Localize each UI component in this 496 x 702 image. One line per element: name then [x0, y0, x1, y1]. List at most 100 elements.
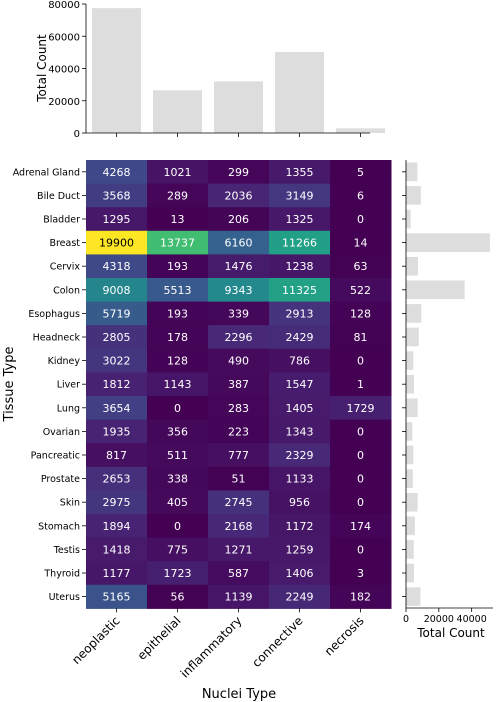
- heatmap-cell-value: 5165: [103, 591, 131, 604]
- heatmap-cell-value: 174: [350, 520, 371, 533]
- heatmap-cell-value: 13: [171, 213, 185, 226]
- heatmap-cell: [86, 160, 148, 185]
- heatmap-cell-value: 5719: [103, 307, 131, 320]
- right-bar: [406, 209, 411, 229]
- heatmap-cell: [86, 325, 148, 350]
- heatmap-cell-value: 2329: [286, 449, 314, 462]
- heatmap-cell-value: 0: [357, 355, 364, 368]
- heatmap-cell: [269, 325, 331, 350]
- heatmap-cell-value: 0: [357, 496, 364, 509]
- heatmap-cell-value: 206: [228, 213, 249, 226]
- heatmap-cell-value: 13737: [160, 237, 195, 250]
- heatmap-cell: [330, 490, 392, 515]
- heatmap-cell: [147, 207, 209, 232]
- right-bar: [406, 162, 418, 182]
- heatmap-cell-value: 2805: [103, 331, 131, 344]
- heatmap-cell: [330, 584, 392, 609]
- heatmap-cell: [86, 348, 148, 373]
- row-tick-label: Testis: [53, 545, 80, 556]
- top-bar: [336, 128, 385, 133]
- top-bar-chart: 0 20000 40000 60000 80000 Total Count: [35, 0, 385, 140]
- row-tick-label: Bile Duct: [37, 191, 80, 202]
- heatmap-cell-value: 5: [357, 166, 364, 179]
- heatmap-cell: [147, 372, 209, 397]
- heatmap-cell-value: 9343: [225, 284, 253, 297]
- heatmap-cell: [330, 561, 392, 586]
- heatmap-cell: [147, 514, 209, 539]
- heatmap-cell-value: 1812: [103, 378, 131, 391]
- heatmap-cell-value: 1177: [103, 567, 131, 580]
- heatmap-cell: [330, 254, 392, 279]
- right-bar: [406, 233, 490, 252]
- top-bar: [92, 8, 141, 133]
- heatmap-cell: [269, 514, 331, 539]
- heatmap-cell: [147, 325, 209, 350]
- heatmap-cell-value: 182: [350, 591, 371, 604]
- right-bar: [406, 563, 415, 583]
- heatmap-cell: [269, 301, 331, 326]
- right-bar: [406, 540, 414, 559]
- heatmap-cell: [86, 183, 148, 208]
- heatmap-cell: [147, 301, 209, 326]
- heatmap-x-axis-label: Nuclei Type: [202, 687, 276, 702]
- row-tick-label: Cervix: [50, 262, 81, 273]
- right-bar: [406, 445, 414, 465]
- heatmap-cell-value: 356: [167, 425, 188, 438]
- heatmap-cell-value: 1729: [347, 402, 375, 415]
- heatmap-cell-value: 587: [228, 567, 249, 580]
- heatmap-cell-value: 14: [354, 237, 368, 250]
- heatmap-cell-value: 2036: [225, 189, 253, 202]
- heatmap-cell: [147, 466, 209, 491]
- right-bar: [406, 587, 421, 606]
- heatmap-cell-value: 1271: [225, 543, 253, 556]
- heatmap-cell-value: 81: [354, 331, 368, 344]
- heatmap-cell: [147, 254, 209, 279]
- right-bar-chart: 0 20000 40000 Total Count: [402, 160, 493, 640]
- heatmap-cell: [86, 443, 148, 468]
- heatmap-cell: [208, 183, 270, 208]
- heatmap-cell-value: 223: [228, 425, 249, 438]
- heatmap-cell: [208, 230, 270, 255]
- heatmap-cell-value: 511: [167, 449, 188, 462]
- col-tick-label: neoplastic: [69, 614, 122, 667]
- heatmap-cell-value: 522: [350, 284, 371, 297]
- top-ytick-label: 80000: [48, 0, 80, 11]
- col-tick-label: connective: [249, 614, 305, 670]
- heatmap-cell-value: 1894: [103, 520, 131, 533]
- row-tick-label: Skin: [60, 498, 80, 509]
- top-bar: [275, 51, 324, 133]
- heatmap-cell: [208, 396, 270, 421]
- heatmap-cell: [269, 584, 331, 609]
- row-tick-label: Colon: [53, 285, 80, 296]
- top-ytick-label: 60000: [48, 32, 80, 43]
- heatmap-cell-value: 2429: [286, 331, 314, 344]
- row-tick-label: Lung: [57, 403, 80, 414]
- col-tick-label: epithelial: [135, 614, 184, 663]
- heatmap-cell: [86, 537, 148, 562]
- heatmap-cell-value: 0: [174, 520, 181, 533]
- heatmap-cell: [330, 466, 392, 491]
- right-bar: [406, 422, 413, 441]
- heatmap-cell-value: 5513: [164, 284, 192, 297]
- heatmap-cell: [330, 230, 392, 255]
- heatmap-cell-value: 1406: [286, 567, 314, 580]
- heatmap-cell: [208, 278, 270, 303]
- heatmap-cell: [147, 183, 209, 208]
- heatmap-cell: [269, 490, 331, 515]
- right-bar: [406, 351, 414, 370]
- heatmap-cell-value: 1295: [103, 213, 131, 226]
- heatmap-cell: [86, 490, 148, 515]
- heatmap-cell: [269, 207, 331, 232]
- heatmap-cell-value: 0: [357, 213, 364, 226]
- right-xtick-label: 40000: [457, 614, 487, 625]
- heatmap-cell-value: 2249: [286, 591, 314, 604]
- heatmap-cell-value: 11266: [282, 237, 317, 250]
- heatmap-cell: [269, 278, 331, 303]
- row-tick-label: Adrenal Gland: [13, 167, 80, 178]
- heatmap-cell-value: 775: [167, 543, 188, 556]
- heatmap-cell: [86, 254, 148, 279]
- heatmap-cell: [147, 396, 209, 421]
- heatmap-cell-value: 817: [106, 449, 127, 462]
- top-bar: [214, 81, 263, 133]
- right-bar: [406, 492, 418, 512]
